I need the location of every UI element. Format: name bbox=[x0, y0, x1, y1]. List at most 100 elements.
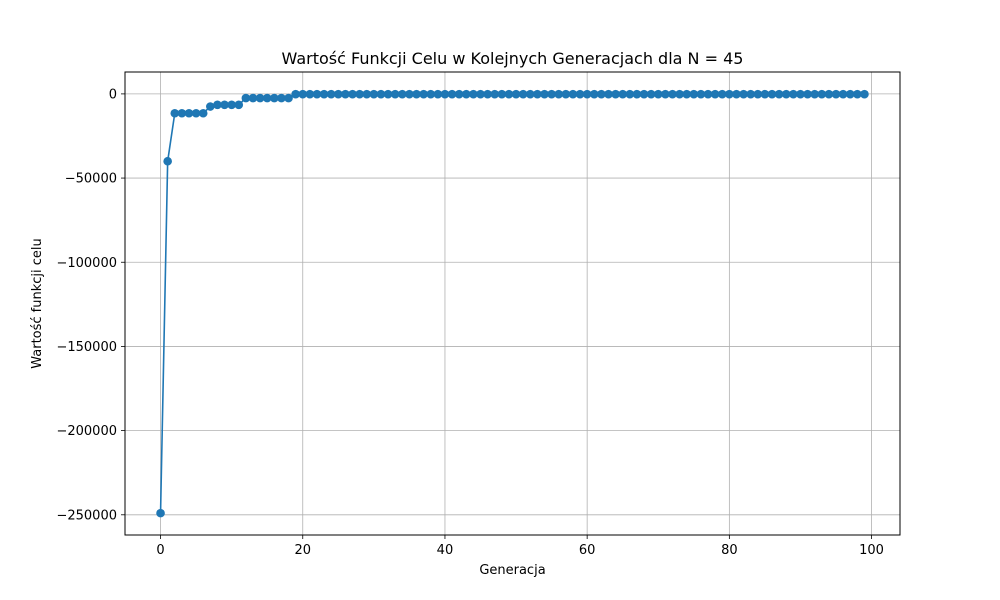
data-point bbox=[227, 100, 236, 110]
data-point bbox=[661, 89, 670, 99]
data-point bbox=[206, 102, 215, 111]
data-point bbox=[824, 89, 834, 99]
data-point bbox=[170, 108, 180, 118]
data-point bbox=[860, 89, 869, 99]
data-point bbox=[461, 89, 471, 99]
data-point bbox=[177, 108, 187, 118]
data-point bbox=[497, 89, 507, 99]
data-point bbox=[547, 89, 556, 99]
data-point bbox=[504, 89, 514, 99]
data-point bbox=[305, 89, 315, 99]
data-point bbox=[533, 89, 542, 99]
data-point bbox=[689, 89, 699, 99]
data-point bbox=[348, 89, 357, 99]
data-point bbox=[611, 89, 620, 99]
data-point bbox=[270, 93, 279, 103]
x-tick-label: 80 bbox=[721, 543, 738, 558]
y-axis-label: Wartość funkcji celu bbox=[30, 238, 45, 369]
data-point bbox=[262, 93, 272, 103]
x-tick-label: 40 bbox=[437, 543, 454, 558]
x-axis-label: Generacja bbox=[479, 563, 545, 578]
y-tick-label: −100000 bbox=[56, 256, 117, 271]
data-point bbox=[789, 89, 798, 99]
data-point bbox=[732, 89, 741, 99]
data-point bbox=[540, 89, 549, 99]
data-point bbox=[838, 89, 848, 99]
y-axis-ticks: 0 −50000 −100000 −150000 −200000 −250000 bbox=[56, 87, 125, 523]
data-point bbox=[376, 89, 386, 99]
data-point bbox=[589, 89, 599, 99]
data-point bbox=[191, 108, 201, 118]
data-point bbox=[597, 89, 606, 99]
data-point bbox=[291, 89, 300, 99]
data-point bbox=[469, 89, 478, 99]
y-tick-label: 0 bbox=[109, 87, 117, 102]
data-point bbox=[220, 100, 229, 110]
chart-title: Wartość Funkcji Celu w Kolejnych Generac… bbox=[282, 49, 744, 68]
y-tick-label: −150000 bbox=[56, 340, 117, 355]
data-point bbox=[710, 89, 720, 99]
data-point bbox=[184, 108, 194, 118]
data-point bbox=[490, 89, 500, 99]
data-point bbox=[575, 89, 585, 99]
data-point bbox=[433, 89, 443, 99]
data-point bbox=[298, 89, 308, 99]
data-point bbox=[518, 89, 528, 99]
data-point bbox=[483, 89, 492, 99]
data-point bbox=[241, 93, 251, 103]
grid bbox=[125, 72, 900, 535]
data-point bbox=[646, 89, 656, 99]
data-point bbox=[319, 89, 329, 99]
data-point bbox=[326, 89, 336, 99]
data-point bbox=[653, 89, 663, 99]
data-point bbox=[248, 93, 258, 103]
data-point bbox=[525, 89, 535, 99]
data-point bbox=[390, 89, 400, 99]
y-tick-label: −50000 bbox=[65, 172, 117, 187]
data-point bbox=[554, 89, 564, 99]
data-point bbox=[412, 89, 421, 99]
data-point bbox=[277, 93, 286, 103]
data-point bbox=[781, 89, 791, 99]
data-point bbox=[796, 89, 805, 99]
data-point bbox=[419, 89, 428, 99]
data-point bbox=[383, 89, 393, 99]
y-tick-label: −250000 bbox=[56, 508, 117, 523]
data-point bbox=[511, 89, 521, 99]
series-line bbox=[159, 93, 865, 514]
data-point bbox=[355, 89, 364, 99]
data-point bbox=[625, 89, 635, 99]
data-point bbox=[440, 89, 450, 99]
data-point bbox=[668, 89, 677, 99]
data-point bbox=[255, 93, 265, 103]
x-tick-label: 100 bbox=[859, 543, 884, 558]
data-point bbox=[447, 89, 457, 99]
data-point bbox=[853, 89, 862, 99]
data-point bbox=[675, 89, 684, 99]
data-point bbox=[810, 89, 819, 99]
data-point bbox=[156, 508, 165, 518]
data-point bbox=[561, 89, 571, 99]
data-point bbox=[213, 100, 222, 110]
data-point bbox=[369, 89, 379, 99]
data-point bbox=[163, 156, 172, 166]
data-point bbox=[774, 89, 784, 99]
x-axis-ticks: 0 20 40 60 80 100 bbox=[156, 535, 884, 558]
plot-area-frame bbox=[124, 71, 901, 536]
data-point bbox=[739, 89, 748, 99]
data-point bbox=[234, 100, 244, 110]
x-tick-label: 60 bbox=[579, 543, 596, 558]
data-point bbox=[568, 89, 578, 99]
data-point bbox=[803, 89, 812, 99]
data-point bbox=[639, 89, 649, 99]
data-point bbox=[604, 89, 613, 99]
data-point bbox=[476, 89, 485, 99]
x-tick-label: 0 bbox=[156, 543, 164, 558]
data-point bbox=[198, 108, 208, 118]
data-point bbox=[746, 89, 755, 99]
data-point bbox=[397, 89, 407, 99]
data-point bbox=[703, 89, 713, 99]
data-point bbox=[845, 89, 855, 99]
data-point bbox=[312, 89, 322, 99]
data-point bbox=[341, 89, 350, 99]
